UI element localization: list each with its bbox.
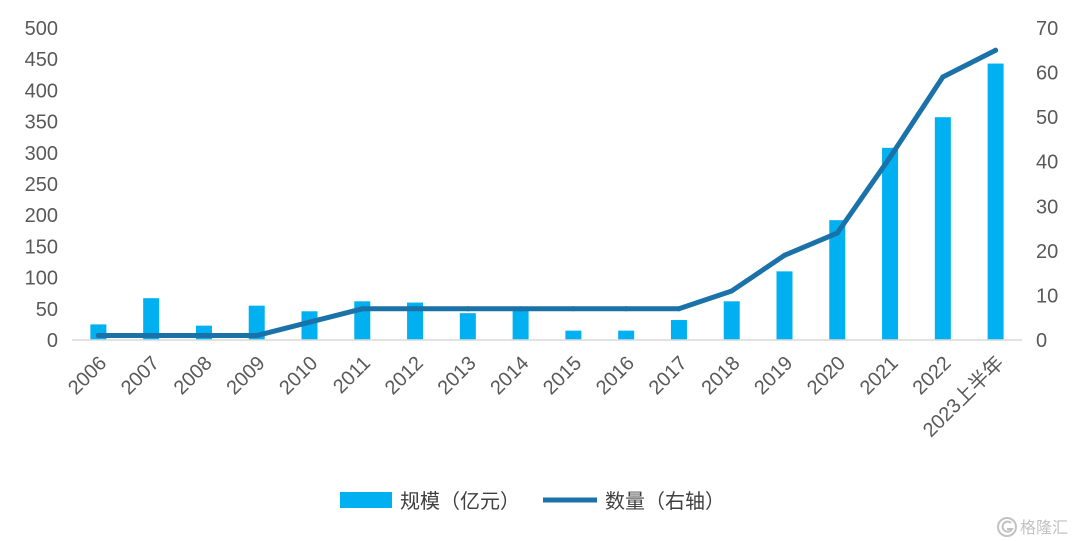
bar-2021 bbox=[882, 147, 899, 340]
bar-2015 bbox=[565, 330, 582, 340]
logo-icon bbox=[997, 517, 1017, 537]
y-left-tick-label: 250 bbox=[25, 174, 58, 196]
y-left-tick-label: 100 bbox=[25, 268, 58, 290]
line-point-2013 bbox=[465, 306, 471, 312]
legend-item-line: 数量（右轴） bbox=[543, 490, 725, 513]
x-tick-label: 2015 bbox=[539, 352, 586, 399]
bar-2016 bbox=[618, 330, 635, 340]
x-tick-label: 2018 bbox=[697, 352, 744, 399]
bar-2020 bbox=[829, 220, 846, 340]
line-point-2022 bbox=[940, 74, 946, 80]
legend-label-line: 数量（右轴） bbox=[605, 490, 725, 513]
x-tick-label: 2014 bbox=[486, 352, 533, 399]
line-point-2017 bbox=[676, 306, 682, 312]
line-point-2015 bbox=[570, 306, 576, 312]
x-tick-label: 2006 bbox=[64, 352, 111, 399]
line-point-2008 bbox=[201, 333, 207, 339]
x-tick-label: 2007 bbox=[117, 352, 164, 399]
y-left-tick-label: 400 bbox=[25, 80, 58, 102]
y-right-tick-label: 30 bbox=[1036, 196, 1058, 218]
line-point-2014 bbox=[518, 306, 524, 312]
x-tick-label: 2019 bbox=[750, 352, 797, 399]
bar-2018 bbox=[723, 301, 740, 340]
legend-label-bar: 规模（亿元） bbox=[400, 490, 520, 513]
watermark: 格隆汇 bbox=[997, 517, 1068, 537]
x-tick-label: 2009 bbox=[222, 352, 269, 399]
y-left-tick-label: 200 bbox=[25, 205, 58, 227]
line-point-2023上半年 bbox=[993, 47, 999, 53]
x-tick-label: 2013 bbox=[434, 352, 481, 399]
bar-2023上半年 bbox=[987, 63, 1004, 340]
line-point-2016 bbox=[623, 306, 629, 312]
y-right-tick-label: 40 bbox=[1036, 152, 1058, 174]
legend-swatch-bar bbox=[340, 492, 392, 508]
bar-2007 bbox=[143, 298, 160, 340]
bar-2017 bbox=[670, 320, 687, 340]
y-axis-right-labels: 0 10 20 30 40 50 60 70 bbox=[1036, 18, 1058, 352]
x-tick-label: 2020 bbox=[803, 352, 850, 399]
y-left-tick-label: 300 bbox=[25, 143, 58, 165]
x-tick-label: 2010 bbox=[275, 352, 322, 399]
y-axis-left-labels: 0 50 100 150 200 250 300 350 400 450 500 bbox=[25, 18, 58, 352]
y-left-tick-label: 450 bbox=[25, 49, 58, 71]
x-tick-label: 2016 bbox=[592, 352, 639, 399]
bar-2009 bbox=[248, 305, 265, 340]
y-left-tick-label: 350 bbox=[25, 112, 58, 134]
bar-2013 bbox=[459, 313, 476, 340]
y-right-tick-label: 70 bbox=[1036, 18, 1058, 40]
line-point-2012 bbox=[412, 306, 418, 312]
bar-2014 bbox=[512, 307, 529, 340]
x-tick-label: 2012 bbox=[381, 352, 428, 399]
y-left-tick-label: 500 bbox=[25, 18, 58, 40]
legend: 规模（亿元） 数量（右轴） bbox=[340, 490, 725, 513]
y-right-tick-label: 20 bbox=[1036, 241, 1058, 263]
x-tick-label: 2022 bbox=[909, 352, 956, 399]
line-series-path bbox=[95, 47, 999, 339]
line-point-2018 bbox=[729, 288, 735, 294]
line-point-2021 bbox=[887, 154, 893, 160]
y-right-tick-label: 60 bbox=[1036, 63, 1058, 85]
bar-series bbox=[90, 63, 1004, 340]
x-tick-label: 2008 bbox=[170, 352, 217, 399]
y-right-tick-label: 50 bbox=[1036, 107, 1058, 129]
line-series bbox=[95, 47, 999, 339]
x-tick-label: 2021 bbox=[856, 352, 903, 399]
line-point-2020 bbox=[834, 230, 840, 236]
bar-2019 bbox=[776, 271, 793, 340]
line-point-2007 bbox=[148, 333, 154, 339]
y-left-tick-label: 150 bbox=[25, 236, 58, 258]
line-point-2010 bbox=[307, 319, 312, 325]
y-left-tick-label: 0 bbox=[47, 330, 58, 352]
bar-2010 bbox=[301, 311, 318, 340]
x-axis-labels: 2006 2007 2008 2009 2010 2011 2012 2013 2014 2015… bbox=[64, 352, 1008, 442]
y-right-tick-label: 10 bbox=[1036, 285, 1058, 307]
line-point-2006 bbox=[95, 333, 101, 339]
line-point-2009 bbox=[254, 333, 260, 339]
y-left-tick-label: 50 bbox=[36, 299, 58, 321]
bar-2012 bbox=[407, 302, 424, 340]
watermark-text: 格隆汇 bbox=[1020, 519, 1068, 537]
x-tick-label: 2017 bbox=[645, 352, 692, 399]
x-tick-label: 2011 bbox=[329, 352, 375, 398]
bar-2022 bbox=[934, 117, 951, 340]
line-point-2019 bbox=[782, 252, 787, 258]
line-point-2011 bbox=[359, 306, 365, 312]
legend-item-bar: 规模（亿元） bbox=[340, 490, 520, 513]
y-right-tick-label: 0 bbox=[1036, 330, 1047, 352]
